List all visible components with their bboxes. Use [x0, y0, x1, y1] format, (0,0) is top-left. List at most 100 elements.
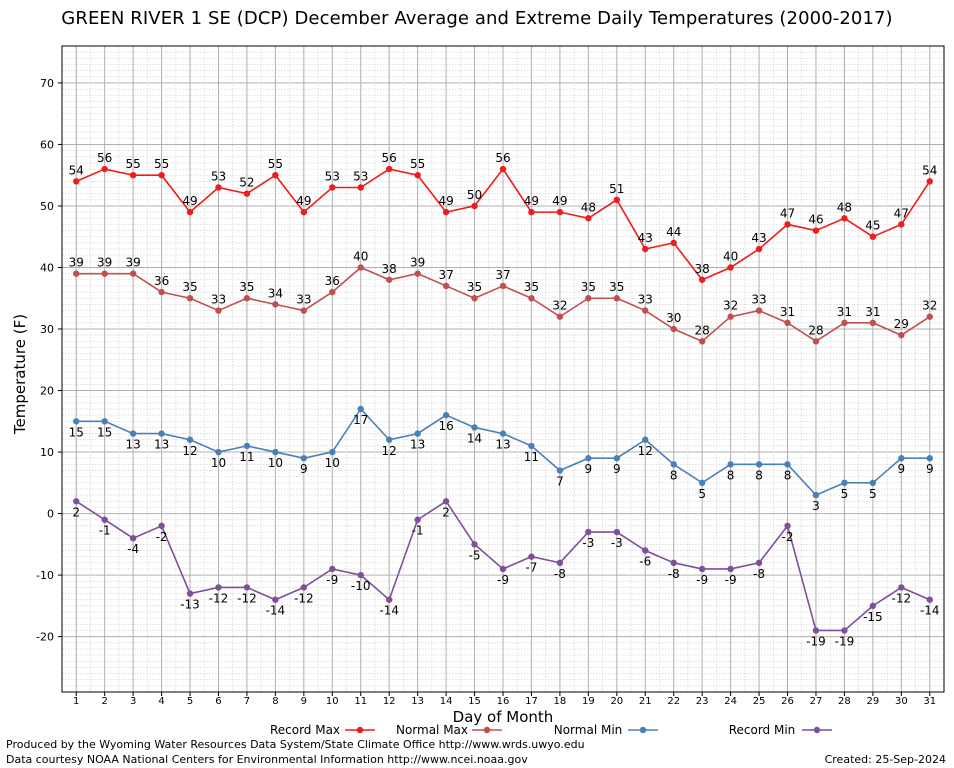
record-min-data-label: 2: [72, 505, 80, 519]
normal-max-point: [670, 325, 677, 333]
x-tick-label: 17: [525, 696, 538, 707]
normal-min-data-label: 8: [727, 468, 735, 482]
record-max-point: [186, 208, 194, 216]
record-min-data-label: -1: [412, 524, 424, 538]
normal-max-point: [186, 295, 194, 302]
record-min-point: [442, 498, 450, 505]
legend-label-record-max: Record Max: [270, 723, 340, 737]
normal-max-point: [272, 301, 279, 308]
normal-max-point: [215, 307, 222, 314]
normal-min-data-label: 11: [239, 450, 254, 464]
normal-min-data-label: 12: [182, 444, 197, 458]
normal-min-point: [698, 479, 706, 487]
record-max-data-label: 56: [495, 151, 510, 165]
x-tick-label: 21: [639, 696, 652, 707]
normal-min-point: [215, 448, 222, 456]
record-max-data-label: 47: [780, 206, 795, 220]
record-min-data-label: -8: [554, 567, 566, 581]
normal-max-data-label: 31: [780, 305, 795, 319]
normal-min-data-label: 17: [353, 413, 368, 427]
record-min-point: [869, 602, 877, 610]
normal-max-data-label: 33: [638, 293, 653, 307]
record-max-point: [698, 276, 706, 283]
record-min-point: [158, 522, 165, 530]
normal-min-point: [670, 461, 677, 468]
normal-min-data-label: 13: [495, 438, 510, 452]
normal-min-point: [642, 436, 649, 443]
normal-min-point: [784, 461, 791, 468]
record-min-data-label: -12: [209, 591, 229, 605]
record-min-data-label: -12: [892, 591, 912, 605]
normal-max-point: [755, 307, 763, 314]
record-min-point: [926, 596, 933, 603]
record-min-point: [300, 584, 308, 591]
record-min-point: [186, 590, 194, 597]
normal-max-point: [300, 307, 308, 314]
normal-min-point: [300, 455, 308, 462]
normal-max-point: [499, 282, 507, 290]
x-tick-label: 9: [301, 696, 307, 707]
normal-min-data-label: 12: [638, 444, 653, 458]
record-max-point: [869, 233, 877, 240]
normal-min-data-label: 12: [382, 444, 397, 458]
normal-max-point: [385, 276, 393, 283]
record-max-data-label: 51: [609, 182, 624, 196]
footer-created-date: Created: 25-Sep-2024: [824, 753, 946, 766]
normal-min-point: [926, 455, 933, 462]
normal-max-data-label: 33: [751, 293, 766, 307]
record-max-point: [385, 165, 393, 173]
legend-label-normal-max: Normal Max: [396, 723, 468, 737]
x-tick-label: 12: [383, 696, 396, 707]
record-min-point: [841, 627, 848, 634]
normal-max-data-label: 36: [325, 274, 340, 288]
normal-max-data-label: 33: [211, 293, 226, 307]
record-min-point: [698, 565, 706, 573]
legend-label-record-min: Record Min: [729, 723, 796, 737]
normal-min-point: [528, 442, 535, 450]
normal-max-data-label: 30: [666, 311, 681, 325]
x-tick-label: 19: [582, 696, 595, 707]
record-max-data-label: 46: [808, 213, 823, 227]
normal-max-point: [357, 264, 364, 271]
normal-min-point: [585, 455, 592, 462]
record-max-data-label: 47: [894, 206, 909, 220]
legend-label-normal-min: Normal Min: [554, 723, 623, 737]
normal-max-data-label: 32: [552, 299, 567, 313]
normal-max-point: [73, 270, 80, 277]
normal-max-data-label: 35: [581, 280, 596, 294]
record-min-data-label: -15: [863, 610, 883, 624]
y-tick-label: -20: [36, 631, 54, 644]
record-min-data-label: -8: [668, 567, 680, 581]
normal-min-point: [869, 479, 877, 487]
normal-max-point: [471, 295, 478, 302]
y-tick-label: 60: [40, 138, 54, 151]
normal-min-point: [755, 461, 763, 468]
record-min-data-label: -13: [180, 598, 200, 612]
x-tick-label: 18: [554, 696, 567, 707]
record-max-data-label: 43: [751, 231, 766, 245]
record-min-data-label: -6: [639, 554, 651, 568]
record-max-point: [556, 208, 564, 216]
normal-max-point: [129, 270, 137, 277]
normal-max-data-label: 35: [182, 280, 197, 294]
normal-min-point: [556, 467, 564, 474]
record-max-point: [926, 178, 933, 185]
normal-max-point: [613, 295, 621, 302]
record-min-data-label: 2: [442, 505, 450, 519]
record-min-data-label: -3: [582, 536, 594, 550]
normal-min-data-label: 5: [698, 487, 706, 501]
normal-min-point: [841, 479, 848, 487]
normal-min-point: [471, 424, 478, 431]
normal-max-data-label: 32: [723, 299, 738, 313]
normal-max-data-label: 35: [524, 280, 539, 294]
x-tick-label: 24: [724, 696, 737, 707]
x-tick-label: 31: [923, 696, 936, 707]
record-max-point: [442, 208, 450, 216]
record-max-point: [300, 208, 308, 216]
record-max-point: [243, 190, 251, 197]
normal-min-data-label: 5: [869, 487, 877, 501]
x-tick-label: 22: [667, 696, 680, 707]
normal-min-data-label: 14: [467, 431, 482, 445]
x-tick-label: 7: [244, 696, 250, 707]
